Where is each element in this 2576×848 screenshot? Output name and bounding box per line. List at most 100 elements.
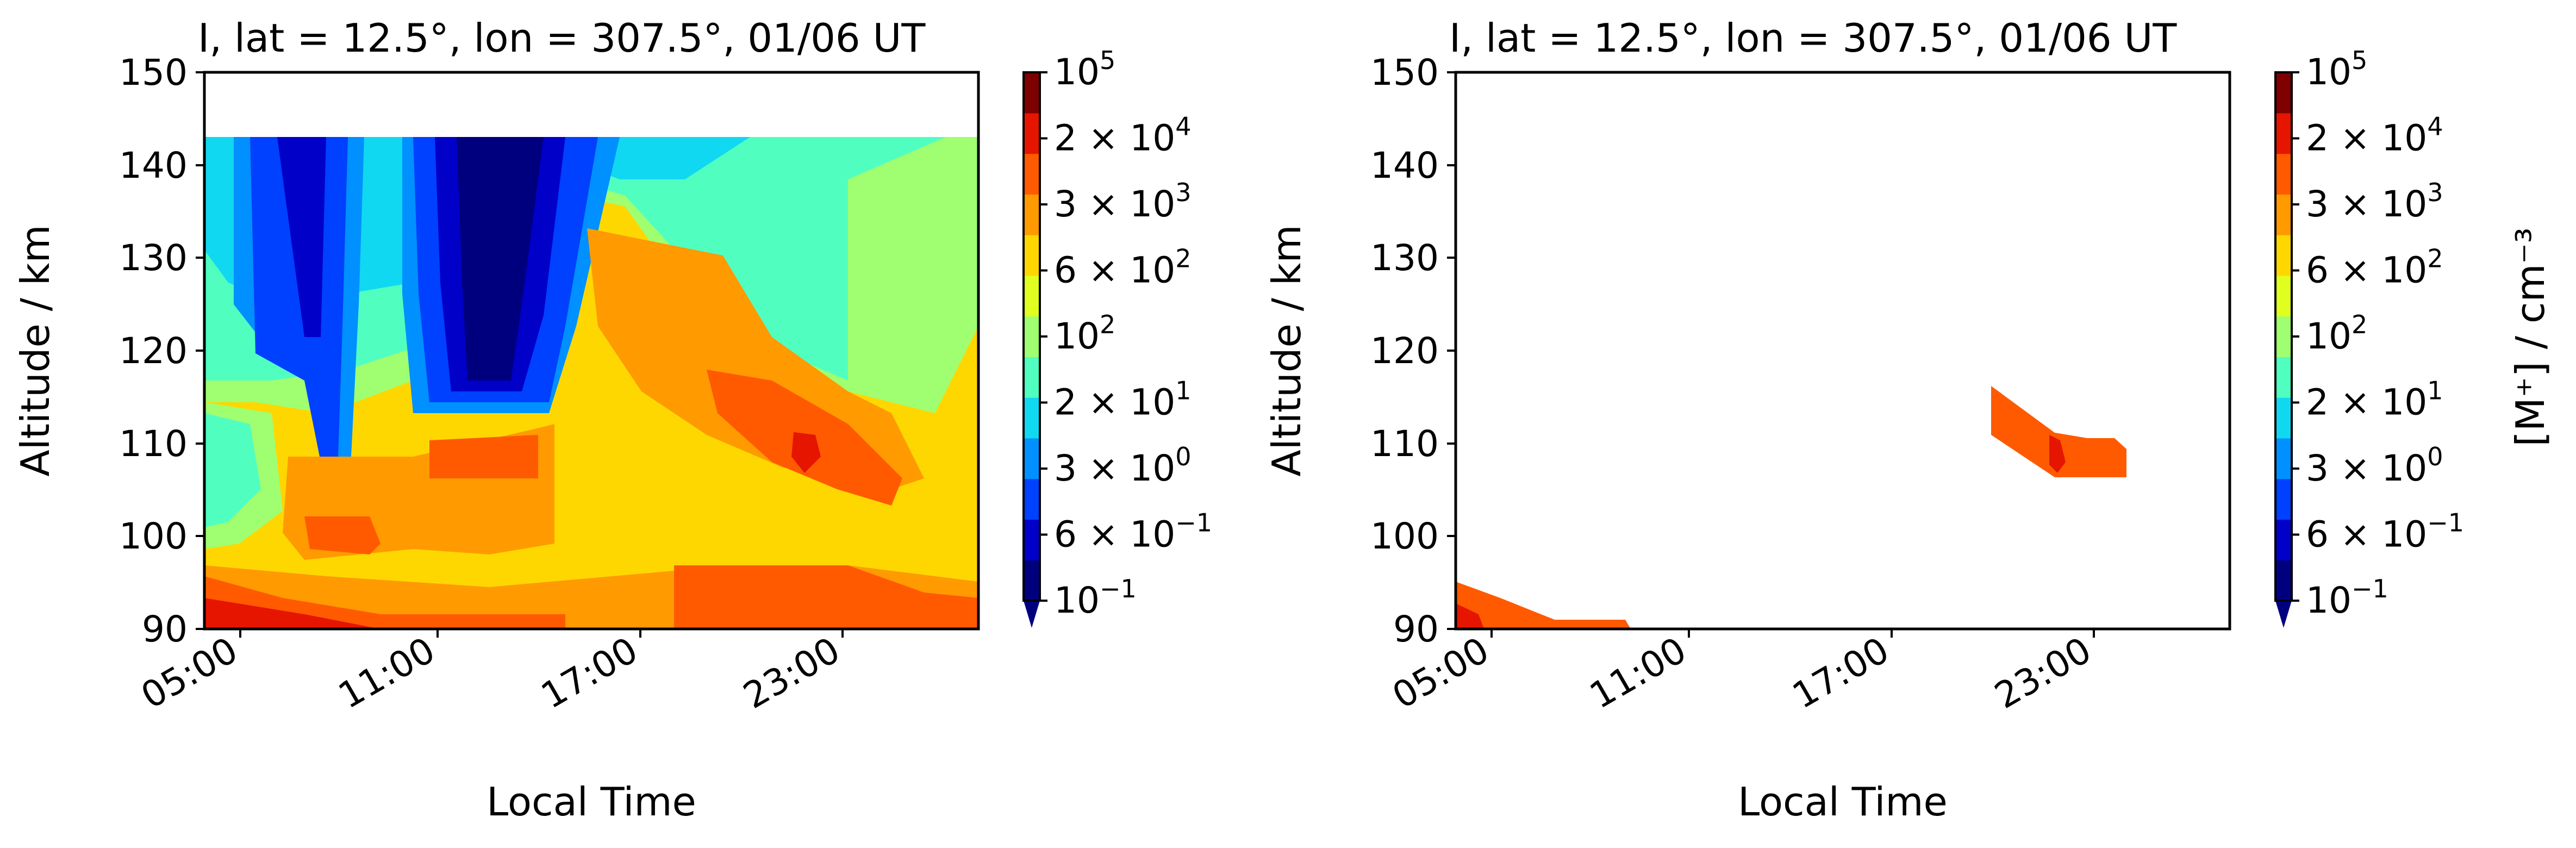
left-y-tick-130: 130 (119, 237, 204, 279)
left-chart-title: I, lat = 12.5°, lon = 307.5°, 01/06 UT (198, 15, 926, 61)
svg-text:23:00: 23:00 (1988, 629, 2098, 717)
left-contour-lower-teal (204, 413, 261, 527)
left-colorbar-ticks: 105 2 × 104 3 × 103 6 × 102 102 2 × 101 3 × 10… (1040, 46, 1212, 621)
left-contour-field (204, 137, 978, 629)
left-y-axis-label: Altitude / km (13, 225, 58, 476)
colorbar-tick-label: 3 × 103 (2306, 178, 2443, 225)
svg-text:11:00: 11:00 (332, 629, 442, 717)
svg-text:11:00: 11:00 (1583, 629, 1693, 717)
right-chart: I, lat = 12.5°, lon = 307.5°, 01/06 UT 1… (1264, 15, 2553, 825)
colorbar-tick-label: 2 × 104 (2306, 112, 2443, 159)
left-y-tick-90: 90 (142, 608, 204, 650)
colorbar-band (2275, 153, 2292, 195)
left-colorbar-extend-min (1024, 601, 1040, 628)
right-x-tick-2300: 23:00 (1988, 629, 2098, 717)
svg-text:90: 90 (142, 608, 188, 650)
colorbar-tick-label: 10−1 (2306, 574, 2388, 621)
left-contour-column-b-core-dark (457, 137, 544, 381)
colorbar-tick-label: 6 × 10−1 (2306, 508, 2464, 556)
left-y-tick-140: 140 (119, 145, 204, 186)
colorbar-band (2275, 357, 2292, 398)
colorbar-tick-label: 6 × 102 (2306, 244, 2443, 291)
right-plot-frame (1454, 71, 2231, 631)
left-colorbar: 105 2 × 104 3 × 103 6 × 102 102 2 × 101 3 × 10… (1022, 46, 1212, 628)
right-y-tick-140: 140 (1370, 145, 1456, 186)
svg-text:90: 90 (1393, 608, 1439, 650)
svg-text:110: 110 (119, 423, 188, 465)
right-colorbar-ticks: 105 2 × 104 3 × 103 6 × 102 102 2 × 101 3 × 10… (2292, 46, 2464, 621)
colorbar-band (1024, 72, 1040, 114)
right-y-tick-120: 120 (1370, 330, 1456, 372)
left-x-axis-label: Local Time (486, 779, 696, 825)
left-y-tick-100: 100 (119, 515, 204, 557)
right-x-tick-1100: 11:00 (1583, 629, 1693, 717)
colorbar-band (1024, 275, 1040, 317)
colorbar-tick-label: 3 × 103 (1054, 178, 1192, 225)
right-contour-bottom-left-red (1456, 603, 1484, 629)
svg-text:150: 150 (119, 52, 188, 93)
colorbar-tick-label: 3 × 100 (1054, 442, 1192, 489)
left-colorbar-bands (1024, 72, 1040, 601)
right-colorbar-bands (2275, 72, 2292, 601)
svg-text:140: 140 (1370, 145, 1439, 186)
right-x-axis-label: Local Time (1738, 779, 1948, 825)
colorbar-band (2275, 275, 2292, 317)
left-y-tick-150: 150 (119, 52, 204, 93)
colorbar-tick-label: 6 × 102 (1054, 244, 1192, 291)
colorbar-band (1024, 519, 1040, 560)
svg-text:110: 110 (1370, 423, 1439, 465)
colorbar-tick-label: 102 (2306, 310, 2367, 357)
left-contour-bottom-orangered-right (674, 565, 978, 629)
right-y-axis: 150 140 130 120 110 100 90 Altitude / km (1264, 52, 1456, 650)
right-colorbar: 105 2 × 104 3 × 103 6 × 102 102 2 × 101 3 × 10… (2274, 46, 2553, 628)
colorbar-tick-label: 10−1 (1054, 574, 1137, 621)
colorbar-band (2275, 519, 2292, 560)
colorbar-band (1024, 113, 1040, 154)
left-contour-bottom-red (204, 598, 381, 629)
svg-text:150: 150 (1370, 52, 1439, 93)
colorbar-band (1024, 194, 1040, 235)
svg-text:120: 120 (119, 330, 188, 372)
left-x-axis: 05:00 11:00 17:00 23:00 Local Time (134, 629, 847, 825)
svg-text:23:00: 23:00 (737, 629, 847, 717)
colorbar-band (2275, 438, 2292, 479)
colorbar-band (2275, 316, 2292, 357)
colorbar-tick-label: 102 (1054, 310, 1115, 357)
colorbar-band (2275, 113, 2292, 154)
right-colorbar-label: [M⁺] / cm⁻³ (2508, 228, 2553, 447)
colorbar-band (1024, 357, 1040, 398)
svg-text:130: 130 (1370, 237, 1439, 279)
svg-text:17:00: 17:00 (534, 629, 645, 717)
colorbar-tick-label: 105 (2306, 46, 2367, 93)
svg-text:100: 100 (119, 515, 188, 557)
colorbar-tick-label: 3 × 100 (2306, 442, 2443, 489)
left-y-tick-110: 110 (119, 423, 204, 465)
right-y-tick-150: 150 (1370, 52, 1456, 93)
colorbar-band (1024, 478, 1040, 520)
colorbar-band (2275, 194, 2292, 235)
svg-text:100: 100 (1370, 515, 1439, 557)
colorbar-band (2275, 478, 2292, 520)
right-contour-bottom-left-orange (1456, 582, 1631, 629)
colorbar-band (2275, 235, 2292, 276)
right-x-axis: 05:00 11:00 17:00 23:00 Local Time (1386, 629, 2098, 825)
colorbar-band (1024, 397, 1040, 439)
colorbar-band (1024, 235, 1040, 276)
left-y-tick-120: 120 (119, 330, 204, 372)
svg-text:120: 120 (1370, 330, 1439, 372)
right-y-tick-110: 110 (1370, 423, 1456, 465)
colorbar-band (2275, 397, 2292, 439)
colorbar-band (1024, 153, 1040, 195)
left-y-axis: 150 140 130 120 110 100 90 Altitude / km (13, 52, 204, 650)
colorbar-tick-label: 105 (1054, 46, 1115, 93)
right-contour-patch-orange (1991, 386, 2126, 477)
left-x-tick-1100: 11:00 (332, 629, 442, 717)
left-chart: I, lat = 12.5°, lon = 307.5°, 01/06 UT (13, 15, 1212, 825)
right-y-tick-90: 90 (1393, 608, 1456, 650)
colorbar-band (1024, 438, 1040, 479)
colorbar-band (2275, 72, 2292, 114)
right-y-tick-100: 100 (1370, 515, 1456, 557)
right-contour-field (1456, 386, 2126, 629)
left-x-tick-1700: 17:00 (534, 629, 645, 717)
